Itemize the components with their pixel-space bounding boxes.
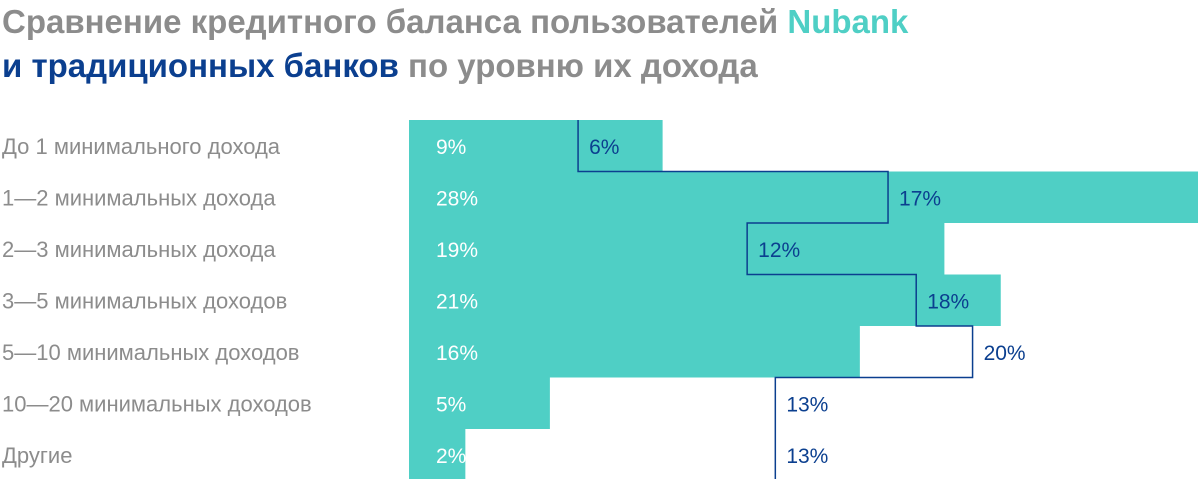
nubank-value-label: 21%: [436, 290, 478, 313]
title-text: Сравнение кредитного баланса пользовател…: [2, 3, 788, 40]
traditional-value-label: 12%: [758, 239, 800, 262]
nubank-value-label: 5%: [436, 393, 466, 416]
traditional-value-label: 6%: [589, 136, 619, 159]
nubank-bar: [409, 429, 466, 479]
category-label: 10—20 минимальных доходов: [2, 391, 312, 416]
title-text-end: по уровню их дохода: [398, 47, 758, 84]
traditional-value-label: 20%: [984, 342, 1026, 365]
traditional-value-label: 17%: [899, 187, 941, 210]
nubank-value-label: 19%: [436, 239, 478, 262]
chart-title-line-2: и традиционных банков по уровню их доход…: [2, 46, 758, 86]
nubank-bar: [409, 326, 860, 378]
title-traditional-banks: и традиционных банков: [2, 47, 399, 84]
nubank-bar: [409, 120, 663, 172]
chart-title-line-1: Сравнение кредитного баланса пользовател…: [2, 2, 908, 42]
category-label: 3—5 минимальных доходов: [2, 288, 287, 313]
traditional-value-label: 13%: [786, 393, 828, 416]
category-label: До 1 минимального дохода: [2, 134, 281, 159]
category-label: 5—10 минимальных доходов: [2, 340, 300, 365]
nubank-value-label: 28%: [436, 187, 478, 210]
traditional-banks-outline: [577, 120, 974, 479]
nubank-bar: [409, 377, 550, 429]
category-label: 2—3 минимальных дохода: [2, 237, 276, 262]
nubank-bar: [409, 223, 945, 275]
nubank-value-label: 16%: [436, 342, 478, 365]
title-nubank: Nubank: [787, 3, 909, 40]
category-label: 1—2 минимальных дохода: [2, 185, 276, 210]
category-label: Другие: [2, 443, 72, 468]
nubank-bar: [409, 274, 1001, 326]
nubank-bar: [409, 171, 1198, 223]
nubank-value-label: 9%: [436, 136, 466, 159]
nubank-value-label: 2%: [436, 445, 466, 468]
traditional-value-label: 13%: [786, 445, 828, 468]
traditional-value-label: 18%: [927, 290, 969, 313]
